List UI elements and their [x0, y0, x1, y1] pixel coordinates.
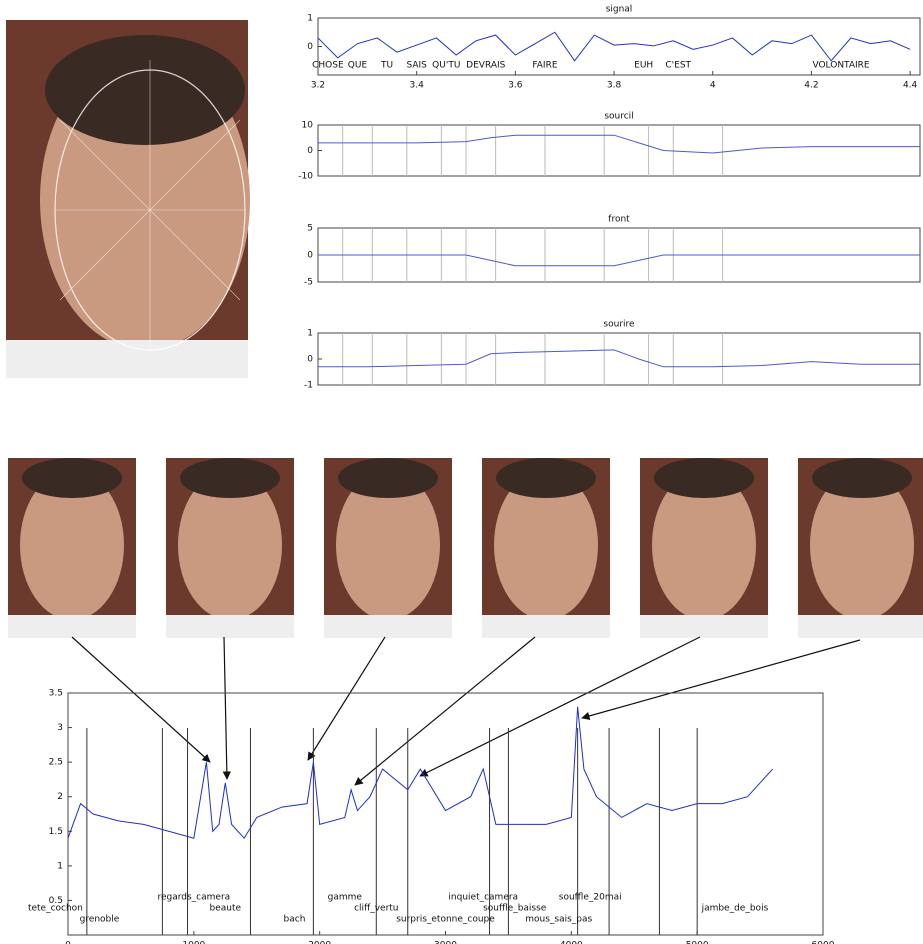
segment-label: souffle_baisse [483, 904, 547, 914]
y-tick-label: 1 [307, 329, 313, 339]
thumb-hair [180, 458, 280, 498]
y-tick-label: 10 [302, 121, 314, 131]
thumb-hair [338, 458, 438, 498]
plot-title: sourcil [604, 112, 633, 122]
word-label: SAIS [406, 61, 427, 71]
segment-label: surpris_etonne_coupe [396, 915, 495, 925]
x-tick-label: 3.6 [508, 81, 523, 91]
word-label: QU'TU [432, 61, 460, 71]
word-label: CHOSE [312, 61, 344, 71]
x-tick-label: 4 [710, 81, 716, 91]
y-tick-label: 1.5 [49, 827, 63, 837]
thumb-shirt [482, 615, 610, 638]
thumb-shirt [8, 615, 136, 638]
thumb-shirt [324, 615, 452, 638]
segment-label: souffle_20mai [559, 893, 622, 903]
thumb-shirt [640, 615, 768, 638]
segment-label: bach [284, 915, 306, 925]
y-tick-label: -5 [304, 278, 313, 288]
x-tick-label: 4.4 [903, 81, 918, 91]
y-tick-label: 1 [307, 14, 313, 24]
segment-label: mous_sais_pas [525, 915, 592, 925]
plot-title: sourire [603, 320, 635, 330]
y-tick-label: 1 [57, 861, 63, 871]
x-tick-label: 4000 [560, 941, 583, 944]
y-tick-label: 5 [307, 224, 313, 234]
y-tick-label: 0 [307, 42, 313, 52]
y-tick-label: 0 [307, 146, 313, 156]
word-label: QUE [348, 61, 368, 71]
data-line [318, 350, 920, 367]
segment-label: jambe_de_bois [701, 904, 769, 914]
word-label: EUH [634, 61, 653, 71]
y-tick-label: -1 [304, 381, 313, 391]
x-tick-label: 5000 [686, 941, 709, 944]
data-line [318, 135, 920, 153]
data-line [68, 707, 773, 838]
x-tick-label: 2000 [308, 941, 331, 944]
data-line [318, 255, 920, 266]
x-tick-label: 3.4 [410, 81, 425, 91]
x-tick-label: 4.2 [804, 81, 818, 91]
word-label: DEVRAIS [466, 61, 505, 71]
x-tick-label: 3.8 [607, 81, 622, 91]
word-label: C'EST [665, 61, 691, 71]
y-tick-label: 3.5 [49, 689, 63, 699]
segment-label: tete_cochon [28, 904, 83, 914]
word-label: TU [380, 61, 393, 71]
plot-frame [318, 125, 920, 176]
y-tick-label: 0 [307, 355, 313, 365]
plot-frame [318, 333, 920, 385]
plot-title: front [608, 215, 630, 225]
y-tick-label: 0 [307, 251, 313, 261]
figure: signal 0 1 3.2 3.4 3.6 3.8 4 4.2 4.4 CHOSE QUE TU SAI… [0, 0, 923, 944]
x-tick-label: 3000 [434, 941, 457, 944]
thumb-hair [22, 458, 122, 498]
thumb-hair [654, 458, 754, 498]
face-photo [6, 20, 250, 378]
segment-label: grenoble [80, 915, 120, 925]
y-tick-label: 2.5 [49, 758, 63, 768]
y-tick-label: -10 [298, 172, 313, 182]
thumb-hair [812, 458, 912, 498]
word-label: FAIRE [532, 61, 557, 71]
y-tick-label: 3 [57, 723, 63, 733]
segment-label: inquiet_camera [448, 893, 518, 903]
segment-label: beaute [210, 904, 242, 914]
x-tick-label: 3.2 [311, 81, 325, 91]
plot-title: signal [606, 5, 633, 15]
thumb-shirt [798, 615, 923, 638]
x-tick-label: 0 [65, 941, 71, 944]
word-label: VOLONTAIRE [812, 61, 869, 71]
data-line [318, 32, 910, 61]
x-tick-label: 6000 [812, 941, 835, 944]
arrows [72, 637, 860, 785]
segment-label: cliff_vertu [354, 904, 398, 914]
photo-strip [8, 458, 923, 638]
thumb-hair [496, 458, 596, 498]
segment-label: gamme [328, 893, 363, 903]
thumb-shirt [166, 615, 294, 638]
segment-label: regards_camera [157, 893, 230, 903]
x-tick-label: 1000 [182, 941, 205, 944]
y-tick-label: 2 [57, 792, 63, 802]
